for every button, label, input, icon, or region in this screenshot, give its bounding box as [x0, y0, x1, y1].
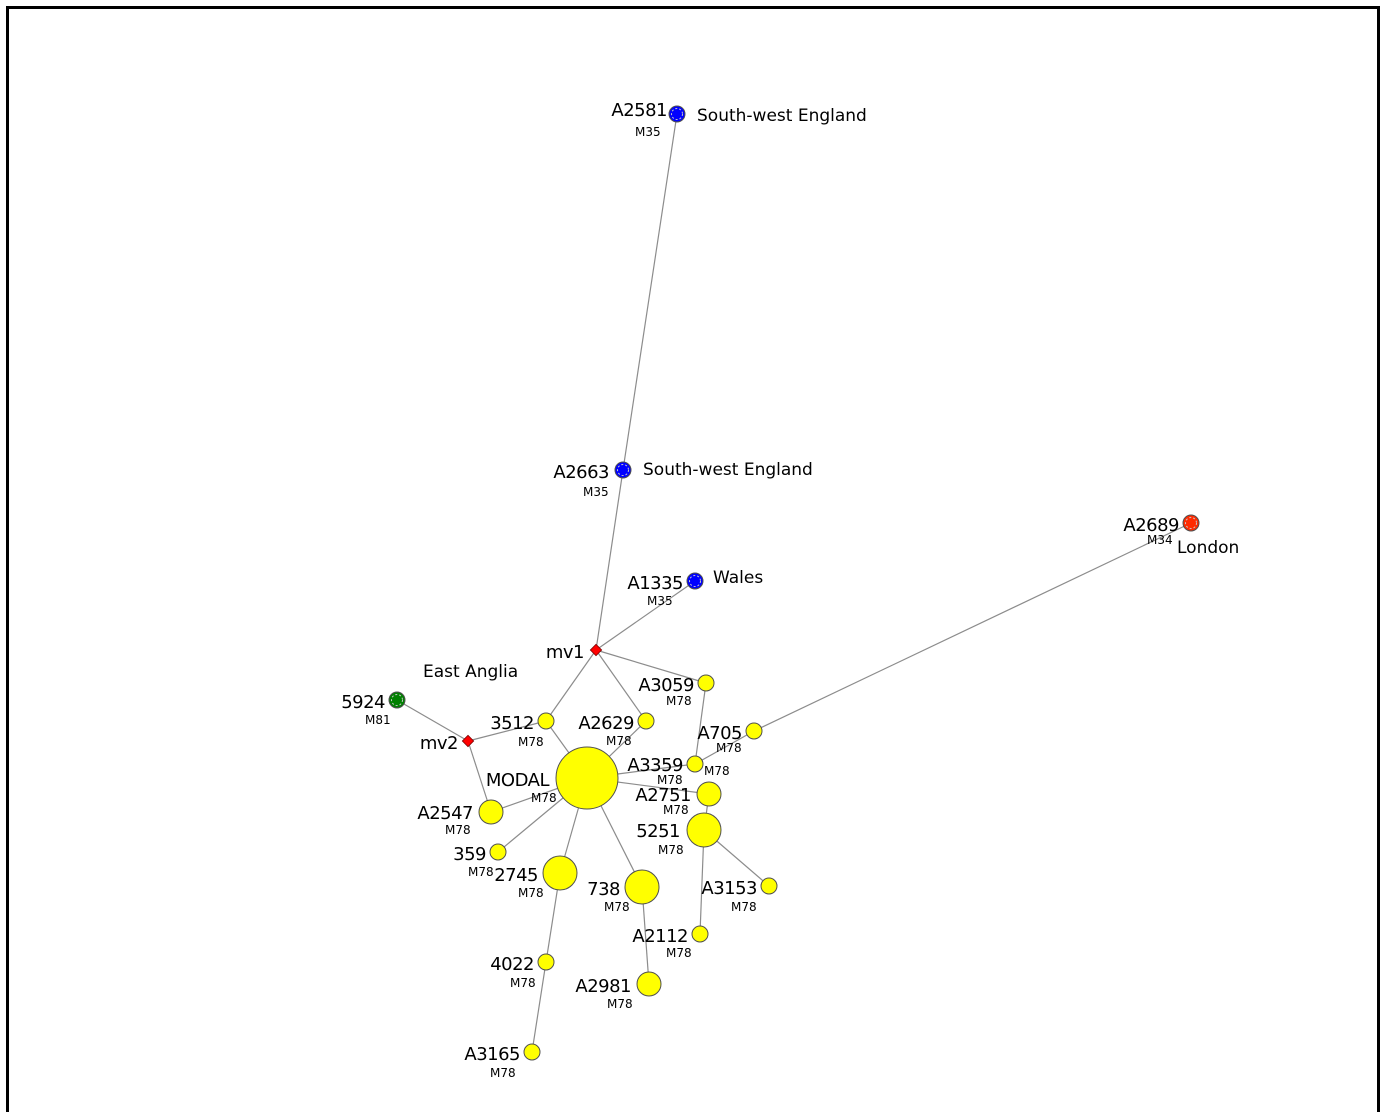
haplogroup-label: M78	[704, 764, 730, 778]
haplogroup-label: M78	[518, 735, 544, 749]
node-A2547	[478, 799, 504, 825]
edge-5924-mv2	[396, 699, 469, 742]
node-id-label: 5924	[341, 692, 385, 713]
network-nodes	[388, 105, 1200, 1061]
node-id-label: 3512	[490, 713, 534, 734]
node-id-label: A2112	[632, 926, 688, 947]
node-ring-A2581	[671, 108, 683, 120]
node-359	[489, 843, 507, 861]
node-id-label: mv1	[546, 642, 584, 663]
node-id-label: A2689	[1123, 515, 1179, 536]
node-id-label: A2751	[635, 785, 691, 806]
node-MODAL	[555, 746, 619, 810]
node-ring-A1335	[689, 575, 701, 587]
node-id-label: MODAL	[486, 770, 550, 791]
node-2745	[542, 855, 578, 891]
node-A2629	[637, 712, 655, 730]
node-id-label: A2581	[611, 100, 667, 121]
haplogroup-label: M78	[518, 886, 544, 900]
region-label: East Anglia	[423, 662, 518, 682]
haplogroup-label: M78	[663, 803, 689, 817]
node-id-label: 4022	[490, 954, 534, 975]
region-label: London	[1177, 538, 1239, 558]
haplogroup-label: M78	[666, 694, 692, 708]
node-738	[624, 869, 660, 905]
node-A3359	[686, 755, 704, 773]
node-id-label: A1335	[627, 573, 683, 594]
node-ring-5924	[391, 694, 403, 706]
haplogroup-label: M78	[716, 741, 742, 755]
edge-A2663-mv1	[595, 469, 624, 651]
region-label: South-west England	[697, 106, 867, 126]
node-4022	[537, 953, 555, 971]
node-id-label: A3153	[701, 878, 757, 899]
edge-A3059-A3359	[694, 682, 707, 765]
haplogroup-label: M35	[583, 485, 609, 499]
edge-mv2-3512	[467, 720, 547, 742]
node-ring-A2689	[1185, 517, 1197, 529]
haplogroup-label: M78	[531, 791, 557, 805]
edge-A2689-A705	[753, 522, 1192, 732]
edge-A2581-A2663	[622, 113, 678, 471]
node-A2112	[691, 925, 709, 943]
node-id-label: A2547	[417, 803, 473, 824]
haplogroup-label: M78	[490, 1066, 516, 1080]
haplogroup-label: M78	[445, 823, 471, 837]
median-vector-mv2	[461, 734, 475, 748]
node-A3165	[523, 1043, 541, 1061]
node-id-label: A2663	[553, 462, 609, 483]
network-labels: A2581 M35 South-west England A2663 M35 South-…	[341, 100, 1239, 1080]
edge-4022-A3165	[531, 961, 547, 1053]
node-id-label: 738	[587, 879, 620, 900]
median-vector-mv1	[589, 643, 603, 657]
node-ring-A2663	[617, 464, 629, 476]
edge-mv1-A3059	[595, 649, 707, 684]
haplogroup-label: M78	[468, 865, 494, 879]
node-id-label: 359	[453, 844, 486, 865]
haplogroup-label: M78	[657, 773, 683, 787]
edge-mv1-A2629	[595, 649, 647, 722]
node-id-label: mv2	[420, 733, 458, 754]
node-id-label: A2629	[578, 713, 634, 734]
haplogroup-label: M78	[606, 734, 632, 748]
node-id-label: 5251	[636, 821, 680, 842]
network-edges	[396, 113, 1192, 1053]
diagram-frame	[6, 6, 1380, 1112]
haplogroup-label: M78	[731, 900, 757, 914]
haplogroup-label: M35	[647, 594, 673, 608]
node-5251	[686, 812, 722, 848]
node-id-label: A2981	[575, 976, 631, 997]
region-label: South-west England	[643, 460, 813, 480]
edge-A705-A3359	[694, 730, 755, 765]
node-A2751	[696, 781, 722, 807]
node-id-label: 2745	[494, 865, 538, 886]
node-id-label: A3059	[638, 675, 694, 696]
haplogroup-label: M78	[658, 843, 684, 857]
node-A3059	[697, 674, 715, 692]
region-label: Wales	[713, 568, 763, 588]
node-id-label: A705	[697, 723, 742, 744]
haplogroup-label: M78	[510, 976, 536, 990]
node-A2981	[636, 971, 662, 997]
node-A705	[745, 722, 763, 740]
haplogroup-label: M81	[365, 713, 391, 727]
haplogroup-label: M78	[607, 997, 633, 1011]
node-A3153	[760, 877, 778, 895]
node-id-label: A3359	[627, 755, 683, 776]
haplogroup-label: M78	[604, 900, 630, 914]
haplogroup-label: M35	[635, 125, 661, 139]
node-3512	[537, 712, 555, 730]
edge-A1335-mv1	[595, 580, 696, 651]
node-id-label: A3165	[464, 1044, 520, 1065]
haplogroup-label: M78	[666, 946, 692, 960]
edge-mv1-3512	[545, 649, 597, 722]
haplogroup-label: M34	[1147, 533, 1173, 547]
